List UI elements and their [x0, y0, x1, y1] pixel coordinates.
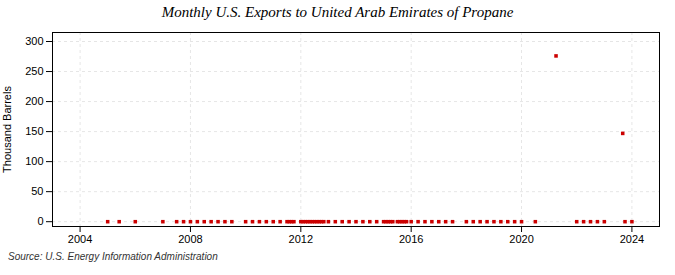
- svg-text:300: 300: [25, 35, 43, 47]
- svg-text:2004: 2004: [68, 233, 92, 245]
- svg-text:200: 200: [25, 95, 43, 107]
- svg-text:250: 250: [25, 65, 43, 77]
- svg-text:2020: 2020: [509, 233, 533, 245]
- svg-text:150: 150: [25, 125, 43, 137]
- svg-text:100: 100: [25, 155, 43, 167]
- html-text:Source: U.S. Energy Informatio: Source: U.S. Energy Information Administ…: [8, 251, 218, 262]
- svg-text:2008: 2008: [178, 233, 202, 245]
- svg-text:2024: 2024: [620, 233, 644, 245]
- html-text:Monthly U.S. Exports to United: Monthly U.S. Exports to United Arab Emir…: [161, 4, 514, 20]
- svg-text:2016: 2016: [399, 233, 423, 245]
- svg-text:Thousand Barrels: Thousand Barrels: [1, 86, 13, 173]
- svg-text:2012: 2012: [289, 233, 313, 245]
- svg-text:0: 0: [37, 215, 43, 227]
- svg-text:50: 50: [31, 185, 43, 197]
